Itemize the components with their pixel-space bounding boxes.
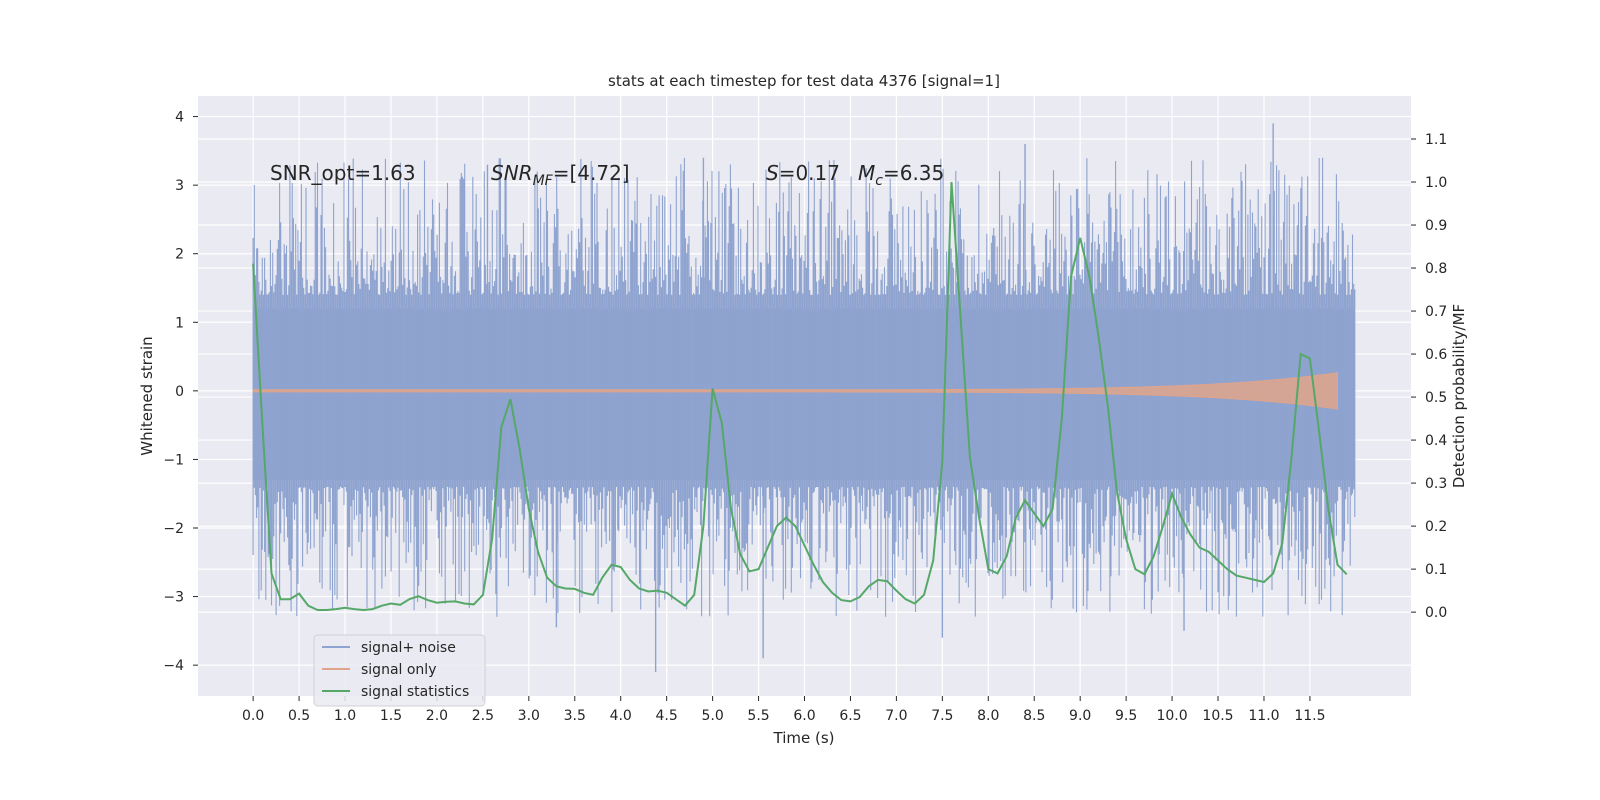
y-right-tick-label: 0.8 [1425,261,1447,277]
annotation-snr-opt: SNR_opt=1.63 [270,161,416,185]
y-right-tick-label: 0.5 [1425,390,1447,406]
x-tick-label: 2.5 [472,708,494,724]
x-tick-label: 3.0 [518,708,540,724]
signal-only-trace [252,372,1338,410]
y-left-tick-label: −1 [163,452,184,468]
y-right-axis-label: Detection probability/MF [1450,304,1468,488]
y-right-tick-label: 1.1 [1425,132,1447,148]
x-tick-label: 7.5 [931,708,953,724]
y-right-axis-ticks: 0.0 0.1 0.2 0.3 0.4 0.5 0.6 0.7 0.8 0.9 1.0 1.1 [1411,132,1447,621]
signal-statistics-layer [252,181,1348,612]
x-tick-label: 9.0 [1069,708,1091,724]
x-tick-label: 5.0 [701,708,723,724]
y-left-tick-label: −4 [163,658,184,674]
y-left-tick-label: −3 [163,590,184,606]
y-right-tick-label: 0.1 [1425,562,1447,578]
legend-box [313,634,486,707]
x-tick-label: 11.5 [1294,708,1325,724]
y-right-tick-label: 0.4 [1425,433,1447,449]
annotation-mc-value: =6.35 [883,161,944,185]
y-left-tick-label: 2 [175,247,184,263]
x-tick-label: 5.5 [747,708,769,724]
annotation-mc: Mc=6.35 [858,161,944,189]
x-tick-label: 1.5 [380,708,402,724]
annotation-snr-mf: SNRMF=[4.72] [491,161,630,189]
signal-only-layer [252,372,1338,410]
legend-label-signal-only: signal only [361,662,436,678]
annotation-snr-mf-value: =[4.72] [553,161,630,185]
x-tick-label: 8.5 [1023,708,1045,724]
annotation-s: S=0.17 [766,161,840,185]
y-left-tick-label: 3 [175,178,184,194]
chart-title: stats at each timestep for test data 437… [608,72,1000,90]
annotation-mc-sub: c [875,173,883,189]
y-left-tick-label: 4 [175,110,184,126]
legend-label-signal-statistics: signal statistics [361,684,469,700]
x-tick-label: 0.5 [288,708,310,724]
y-right-tick-label: 0.6 [1425,347,1447,363]
y-right-tick-label: 0.3 [1425,476,1447,492]
x-tick-label: 8.0 [977,708,999,724]
x-tick-label: 10.5 [1202,708,1233,724]
x-tick-label: 2.0 [426,708,448,724]
annotation-mc-main: M [858,161,875,185]
y-left-tick-label: 1 [175,315,184,331]
y-right-tick-label: 0.7 [1425,304,1447,320]
y-left-axis-label: Whitened strain [138,336,156,455]
annotation-s-main: S [766,161,779,185]
y-right-tick-label: 0.2 [1425,519,1447,535]
x-tick-label: 4.5 [656,708,678,724]
y-right-tick-label: 0.9 [1425,218,1447,234]
x-tick-label: 1.0 [334,708,356,724]
legend: signal+ noise signal only signal statist… [313,634,486,707]
x-tick-label: 6.5 [839,708,861,724]
y-right-tick-label: 1.0 [1425,175,1447,191]
noise-trace [252,157,1356,617]
annotation-s-value: =0.17 [779,161,840,185]
y-left-axis-ticks: −4 −3 −2 −1 0 1 2 3 4 [163,110,198,674]
annotation-snr-mf-sub: MF [533,173,554,189]
y-left-tick-label: 0 [175,384,184,400]
x-tick-label: 6.0 [793,708,815,724]
legend-label-signal-noise: signal+ noise [361,640,456,656]
x-tick-label: 11.0 [1248,708,1279,724]
signal-statistics-line [252,181,1348,612]
annotation-snr-mf-main: SNR [491,161,533,185]
x-tick-label: 7.0 [885,708,907,724]
x-tick-label: 9.5 [1115,708,1137,724]
x-axis-label: Time (s) [773,729,835,747]
x-tick-label: 4.0 [610,708,632,724]
y-right-tick-label: 0.0 [1425,605,1447,621]
x-tick-label: 0.0 [242,708,264,724]
y-left-tick-label: −2 [163,521,184,537]
x-tick-label: 3.5 [564,708,586,724]
x-tick-label: 10.0 [1156,708,1187,724]
x-axis-ticks: 0.0 0.5 1.0 1.5 2.0 2.5 3.0 3.5 4.0 4.5 5.0 5.5 6.0 6… [242,696,1326,724]
